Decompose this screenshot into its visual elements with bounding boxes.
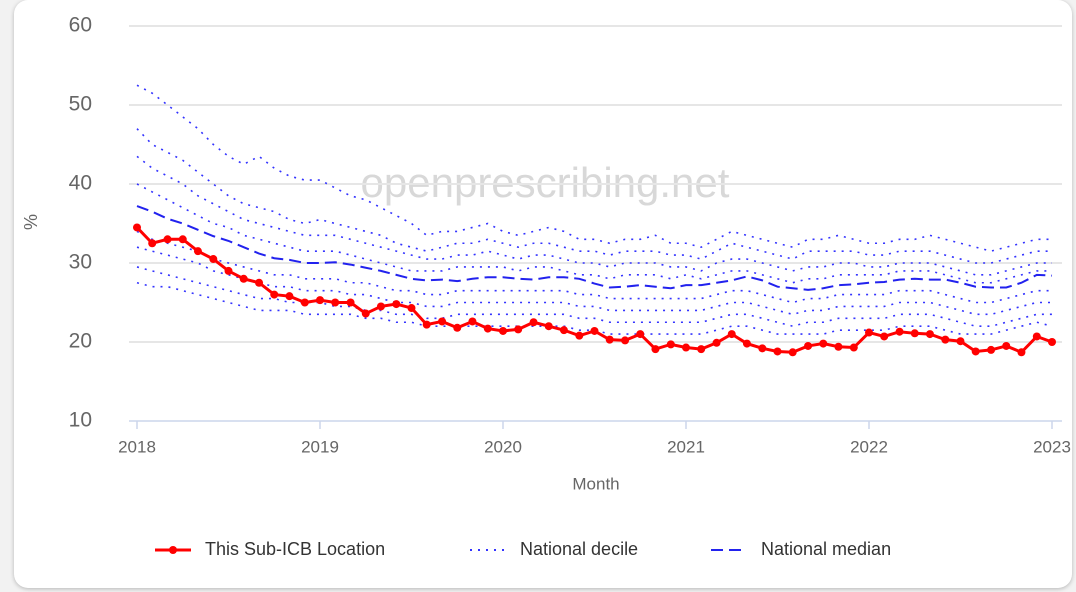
median-line bbox=[136, 205, 1053, 291]
point bbox=[331, 298, 340, 307]
point bbox=[895, 327, 904, 336]
point bbox=[209, 255, 218, 264]
point bbox=[987, 345, 996, 354]
y-tick-label: 50 bbox=[69, 93, 92, 116]
legend-marker bbox=[169, 546, 177, 554]
point bbox=[453, 323, 462, 332]
point bbox=[163, 235, 172, 244]
point bbox=[148, 239, 157, 248]
x-tick-label: 2021 bbox=[667, 437, 705, 456]
point bbox=[575, 331, 584, 340]
decile-line bbox=[136, 230, 1052, 304]
x-axis-label: Month bbox=[572, 474, 619, 493]
y-tick-label: 40 bbox=[69, 172, 92, 195]
chart-card bbox=[14, 0, 1072, 588]
decile-line bbox=[136, 266, 1052, 328]
point bbox=[407, 304, 416, 313]
point bbox=[666, 340, 675, 349]
y-tick-label: 30 bbox=[69, 251, 92, 274]
point bbox=[1002, 341, 1011, 350]
point bbox=[590, 326, 599, 335]
point bbox=[514, 325, 523, 334]
decile-line bbox=[136, 84, 1052, 252]
point bbox=[742, 339, 751, 348]
point bbox=[1017, 348, 1026, 357]
y-tick-label: 60 bbox=[69, 14, 92, 37]
point bbox=[224, 266, 233, 275]
point bbox=[682, 343, 690, 352]
point bbox=[346, 298, 355, 307]
point bbox=[544, 322, 553, 331]
point bbox=[178, 235, 187, 244]
point bbox=[880, 332, 889, 341]
legend-label: National median bbox=[761, 539, 891, 559]
point bbox=[285, 292, 294, 301]
point bbox=[300, 298, 309, 307]
point bbox=[971, 347, 980, 356]
point bbox=[239, 274, 248, 283]
point bbox=[849, 343, 858, 352]
y-axis-label: % bbox=[21, 214, 41, 230]
point bbox=[956, 337, 965, 346]
x-tick-label: 2019 bbox=[301, 437, 339, 456]
legend-label: National decile bbox=[520, 539, 638, 559]
point bbox=[193, 247, 202, 256]
point bbox=[834, 342, 843, 351]
point bbox=[438, 317, 447, 326]
point bbox=[804, 341, 813, 350]
x-tick-label: 2020 bbox=[484, 437, 522, 456]
point bbox=[1032, 332, 1041, 341]
point bbox=[1048, 338, 1056, 346]
y-tick-label: 20 bbox=[69, 330, 92, 353]
point bbox=[468, 317, 477, 326]
point bbox=[773, 347, 782, 356]
decile-line bbox=[136, 246, 1052, 316]
point bbox=[727, 330, 736, 339]
watermark: openprescribing.net bbox=[361, 159, 730, 206]
point bbox=[255, 278, 264, 287]
point bbox=[819, 339, 828, 348]
point bbox=[376, 302, 385, 311]
point bbox=[422, 320, 431, 329]
point bbox=[559, 326, 568, 335]
point bbox=[483, 324, 492, 333]
point bbox=[865, 328, 873, 337]
point bbox=[316, 296, 324, 305]
point bbox=[697, 345, 706, 354]
point bbox=[651, 345, 660, 354]
point bbox=[712, 338, 721, 347]
point bbox=[788, 348, 797, 357]
point bbox=[133, 223, 141, 232]
point bbox=[392, 300, 401, 309]
point bbox=[636, 330, 645, 339]
x-tick-label: 2022 bbox=[850, 437, 888, 456]
x-tick-label: 2018 bbox=[118, 437, 156, 456]
x-tick-label: 2023 bbox=[1033, 437, 1071, 456]
point bbox=[941, 335, 950, 344]
point bbox=[925, 330, 934, 339]
point bbox=[910, 329, 919, 338]
point bbox=[499, 326, 507, 335]
point bbox=[758, 344, 767, 353]
y-tick-label: 10 bbox=[69, 409, 92, 432]
point bbox=[529, 318, 538, 327]
point bbox=[621, 336, 630, 345]
point bbox=[270, 290, 279, 299]
point bbox=[361, 309, 370, 318]
point bbox=[605, 335, 614, 344]
legend-label: This Sub-ICB Location bbox=[205, 539, 385, 559]
